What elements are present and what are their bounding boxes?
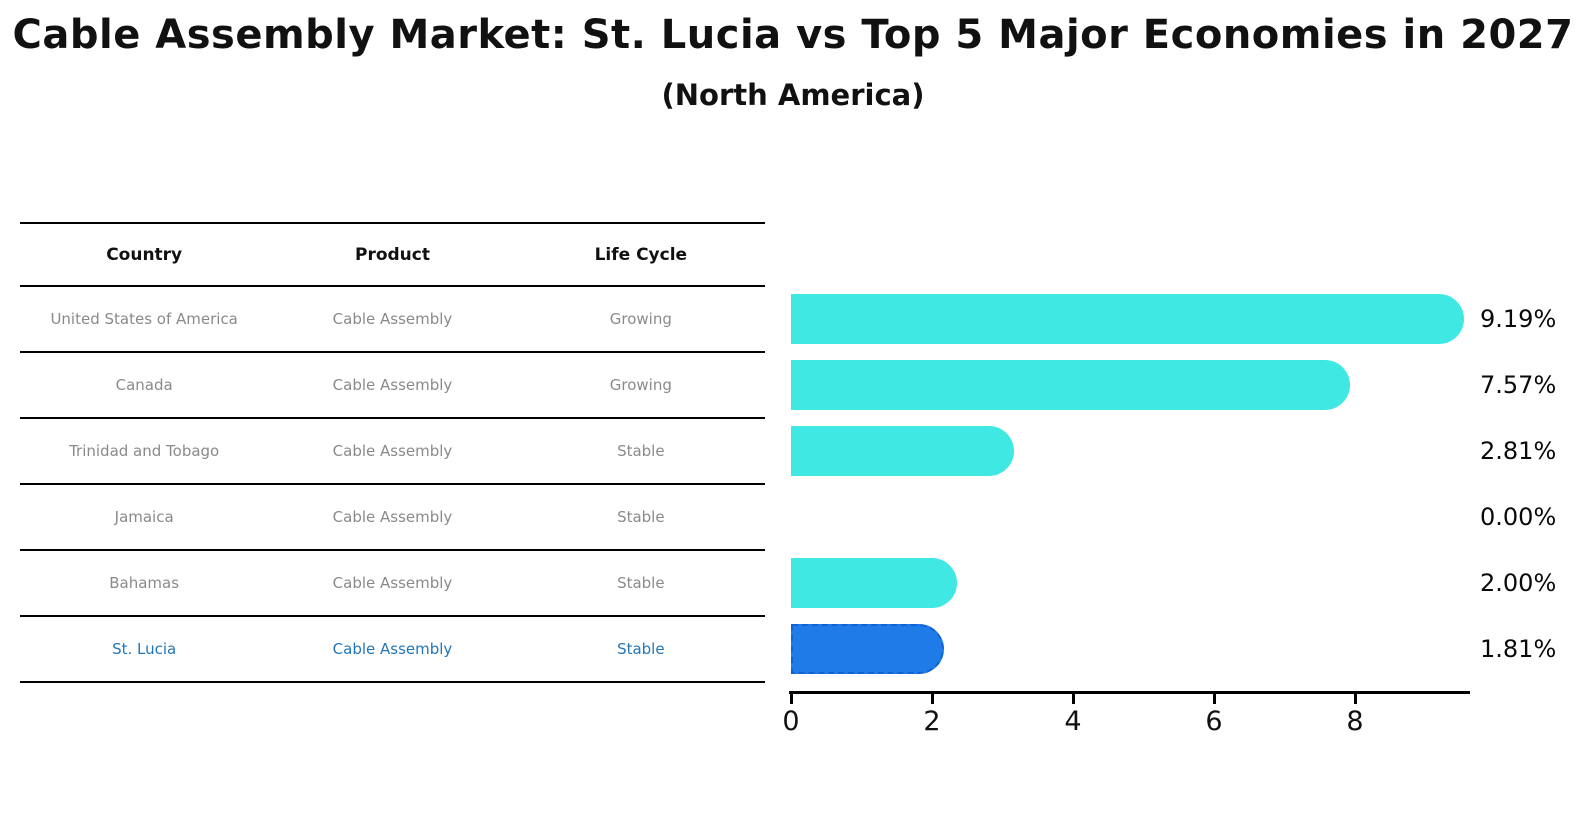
table-row: United States of America Cable Assembly … [20,285,765,351]
bar [791,360,1350,410]
cell-country: Canada [115,376,173,394]
x-tick-label: 0 [782,706,800,737]
cell-product: Cable Assembly [332,442,453,460]
cell-product: Cable Assembly [332,376,453,394]
cell-product: Cable Assembly [332,508,453,526]
value-label: 2.00% [1480,569,1557,597]
cell-product: Cable Assembly [332,640,453,658]
value-label: 1.81% [1480,635,1557,663]
cell-country: Jamaica [114,508,174,526]
cell-life-cycle: Growing [609,310,672,328]
table-row: St. Lucia Cable Assembly Stable [20,615,765,681]
page-subtitle: (North America) [661,78,925,112]
cell-country: Trinidad and Tobago [69,442,220,460]
cell-life-cycle: Stable [617,574,665,592]
table-body: United States of America Cable Assembly … [20,285,765,681]
value-label: 0.00% [1480,503,1557,531]
cell-country: United States of America [50,310,238,328]
x-tick [790,694,793,704]
x-tick [931,694,934,704]
value-label: 9.19% [1480,305,1557,333]
x-tick-label: 4 [1064,706,1082,737]
value-label: 2.81% [1480,437,1557,465]
value-label: 7.57% [1480,371,1557,399]
bar [791,426,1014,476]
x-tick [1354,694,1357,704]
country-table: Country Product Life Cycle United States… [20,222,765,683]
x-tick [1213,694,1216,704]
cell-country: St. Lucia [112,640,177,658]
x-tick-label: 6 [1205,706,1223,737]
cell-life-cycle: Stable [617,442,665,460]
cell-product: Cable Assembly [332,574,453,592]
page-title: Cable Assembly Market: St. Lucia vs Top … [12,12,1574,58]
column-header-country: Country [106,244,183,265]
bar-highlight [791,624,944,674]
cell-product: Cable Assembly [332,310,453,328]
column-header-product: Product [354,244,430,265]
column-header-life-cycle: Life Cycle [594,244,688,265]
cell-life-cycle: Growing [609,376,672,394]
bar [791,294,1464,344]
bar [791,558,957,608]
table-row: Canada Cable Assembly Growing [20,351,765,417]
table-row: Jamaica Cable Assembly Stable [20,483,765,549]
x-tick-label: 2 [923,706,941,737]
x-tick [1072,694,1075,704]
table-row: Bahamas Cable Assembly Stable [20,549,765,615]
x-axis-line [789,691,1470,694]
table-row: Trinidad and Tobago Cable Assembly Stabl… [20,417,765,483]
cell-life-cycle: Stable [617,640,665,658]
table-header-row: Country Product Life Cycle [20,222,765,285]
x-tick-label: 8 [1346,706,1364,737]
cell-country: Bahamas [109,574,180,592]
cell-life-cycle: Stable [617,508,665,526]
